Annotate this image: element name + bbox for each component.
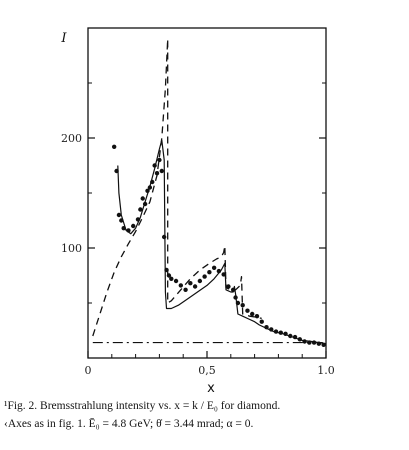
data-point <box>161 234 167 240</box>
data-point <box>250 311 255 317</box>
data-point <box>183 287 188 292</box>
data-point <box>159 168 164 174</box>
data-point <box>157 157 162 163</box>
axes <box>87 27 327 359</box>
data-point <box>138 207 143 212</box>
data-point <box>173 278 179 284</box>
y-axis-label: I <box>60 31 67 46</box>
data-point <box>207 270 212 275</box>
labels-layer: 0 0,5 1.0 100 200 x I <box>60 31 334 396</box>
theory-curve-dashed <box>92 38 262 337</box>
data-point <box>245 308 250 313</box>
x-tick-label: 0 <box>85 364 92 377</box>
data-point <box>240 303 245 308</box>
theory-curve-solid <box>117 139 327 345</box>
x-axis-label: x <box>207 381 215 396</box>
data-point <box>197 278 203 284</box>
caption-line-1: ¹Fig. 2. Bremsstrahlung intensity vs. x … <box>4 400 281 412</box>
data-point <box>178 283 184 288</box>
data-point <box>202 274 207 279</box>
caption-line-2: ‹Axes as in fig. 1. Ē₀ = 4.8 GeV; θ̇ = 3… <box>4 418 254 430</box>
y-tick-label: 200 <box>61 132 82 145</box>
data-point <box>188 281 193 286</box>
figure-caption: ¹Fig. 2. Bremsstrahlung intensity vs. x … <box>4 397 406 433</box>
plot-frame <box>87 27 327 359</box>
data-point <box>140 196 145 201</box>
data-point <box>211 265 217 270</box>
y-tick-label: 100 <box>61 242 82 255</box>
data-point <box>111 144 117 149</box>
x-tick-label: 1.0 <box>317 364 335 377</box>
data-point <box>154 171 160 176</box>
data-point <box>116 212 122 218</box>
data-point <box>259 319 264 324</box>
data-point <box>254 314 260 319</box>
data-point <box>131 223 136 229</box>
data-point <box>169 276 174 281</box>
data-point <box>192 284 198 289</box>
x-tick-label: 0,5 <box>198 364 216 377</box>
series-layer <box>92 38 327 347</box>
